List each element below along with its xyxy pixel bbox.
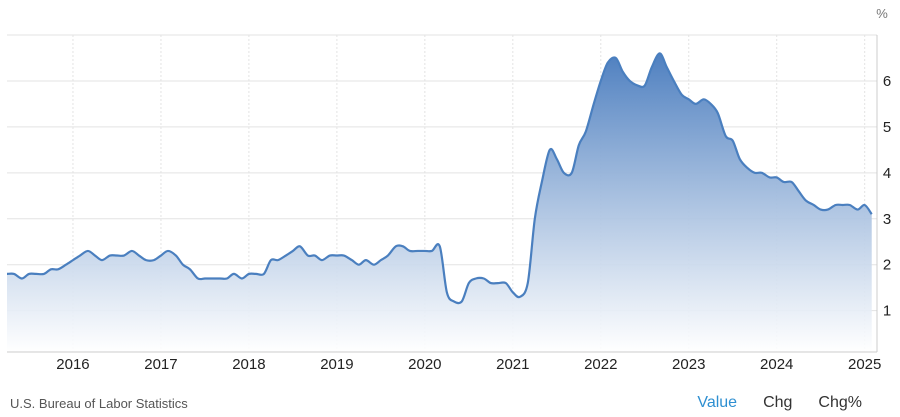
x-tick-label: 2024: [760, 356, 793, 373]
chart-axes: 1 2 3 4 5 6 2016 2017 2018 2019 2020 2021 2022 2023 20…: [7, 35, 891, 373]
y-tick-label: 3: [883, 211, 891, 228]
x-tick-label: 2018: [232, 356, 265, 373]
series-line: [6, 52, 873, 305]
x-tick-label: 2017: [144, 356, 177, 373]
y-tick-label: 1: [883, 303, 891, 320]
x-tick-label: 2019: [320, 356, 353, 373]
footer: U.S. Bureau of Labor Statistics Value Ch…: [0, 392, 900, 416]
x-tick-label: 2022: [584, 356, 617, 373]
x-tick-label: 2025: [848, 356, 881, 373]
tab-chg[interactable]: Chg: [763, 394, 793, 411]
x-tick-label: 2021: [496, 356, 529, 373]
series-area-fill: [7, 53, 872, 352]
tab-chg-percent[interactable]: Chg%: [818, 394, 862, 411]
y-tick-label: 6: [883, 73, 891, 90]
y-tick-label: 2: [883, 257, 891, 274]
view-tabs: Value Chg Chg%: [671, 394, 862, 412]
x-tick-label: 2023: [672, 356, 705, 373]
y-tick-label: 5: [883, 119, 891, 136]
chart: 1 2 3 4 5 6 2016 2017 2018 2019 2020 2021 2022 2023 20…: [6, 6, 891, 373]
y-tick-label: 4: [883, 165, 891, 182]
source-label: U.S. Bureau of Labor Statistics: [10, 396, 188, 411]
chart-area: [6, 52, 873, 352]
tab-value[interactable]: Value: [697, 394, 738, 411]
x-tick-label: 2020: [408, 356, 441, 373]
x-tick-label: 2016: [56, 356, 89, 373]
y-axis-unit-label: %: [876, 6, 888, 21]
